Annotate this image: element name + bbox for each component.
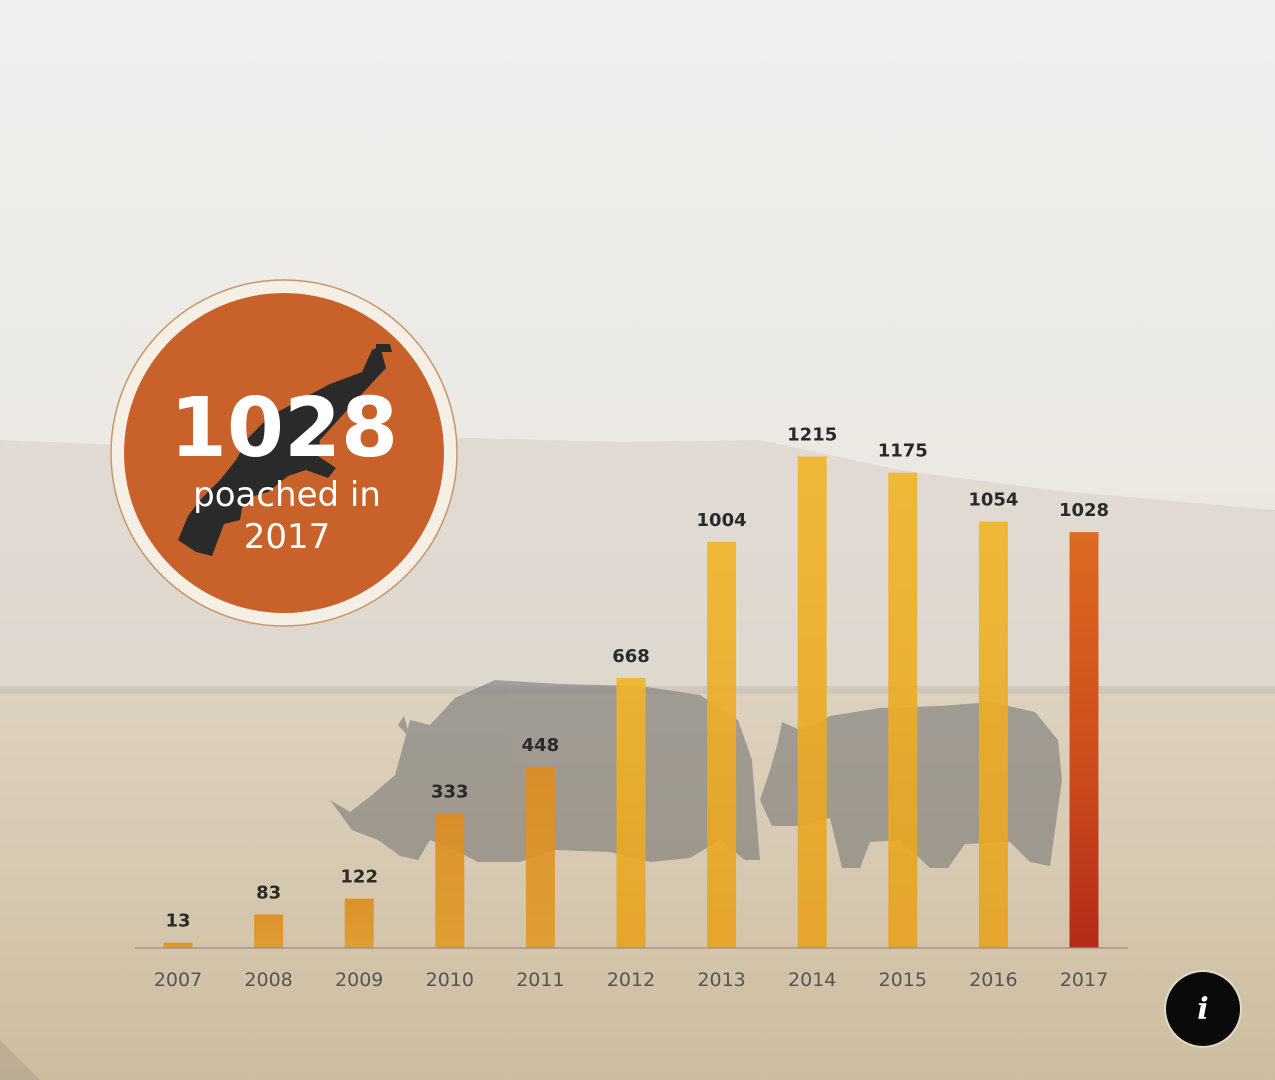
value-label-2007: 13 [165,911,190,932]
x-tick-2007: 2007 [154,969,202,991]
x-axis-ticks: 2007 2008 2009 2010 2011 2012 2013 2014 2015 2016… [154,969,1108,991]
value-label-2015: 1175 [878,441,928,462]
x-tick-2013: 2013 [697,969,745,991]
rifle-icon [178,344,392,556]
bar-2017 [1069,532,1099,948]
bar-2013 [707,541,737,948]
info-button[interactable]: i [1166,972,1240,1046]
value-label-2010: 333 [431,781,469,802]
bar-series [163,456,1099,948]
badge-number: 1028 [170,381,398,476]
x-tick-2014: 2014 [788,969,836,991]
value-label-2009: 122 [340,867,378,888]
bar-2016 [978,521,1008,948]
x-tick-2010: 2010 [426,969,474,991]
x-tick-2015: 2015 [879,969,927,991]
x-tick-2012: 2012 [607,969,655,991]
bar-2009 [344,898,374,948]
bar-2007 [163,942,193,948]
summary-badge: 1028 poached in 2017 [110,279,458,627]
bar-2014 [797,456,827,948]
bar-2015 [888,472,918,948]
bar-2008 [254,914,284,948]
info-icon: i [1197,991,1209,1027]
x-tick-2016: 2016 [969,969,1017,991]
value-label-2011: 448 [522,735,560,756]
x-tick-2017: 2017 [1060,969,1108,991]
badge-line-2: 2017 [244,517,331,557]
x-tick-2008: 2008 [244,969,292,991]
badge-line-1: poached in [193,475,381,515]
value-label-2008: 83 [256,882,281,903]
data-labels: 13 83 122 333 448 668 1004 1215 1175 1054 1028 [165,425,1109,932]
value-label-2012: 668 [612,646,650,667]
value-label-2013: 1004 [697,510,747,531]
x-tick-2011: 2011 [516,969,564,991]
value-label-2016: 1054 [968,490,1018,511]
value-label-2017: 1028 [1059,500,1109,521]
x-tick-2009: 2009 [335,969,383,991]
bar-2010 [435,813,465,948]
bar-2011 [525,766,555,948]
value-label-2014: 1215 [787,425,837,446]
bar-2012 [616,677,646,948]
